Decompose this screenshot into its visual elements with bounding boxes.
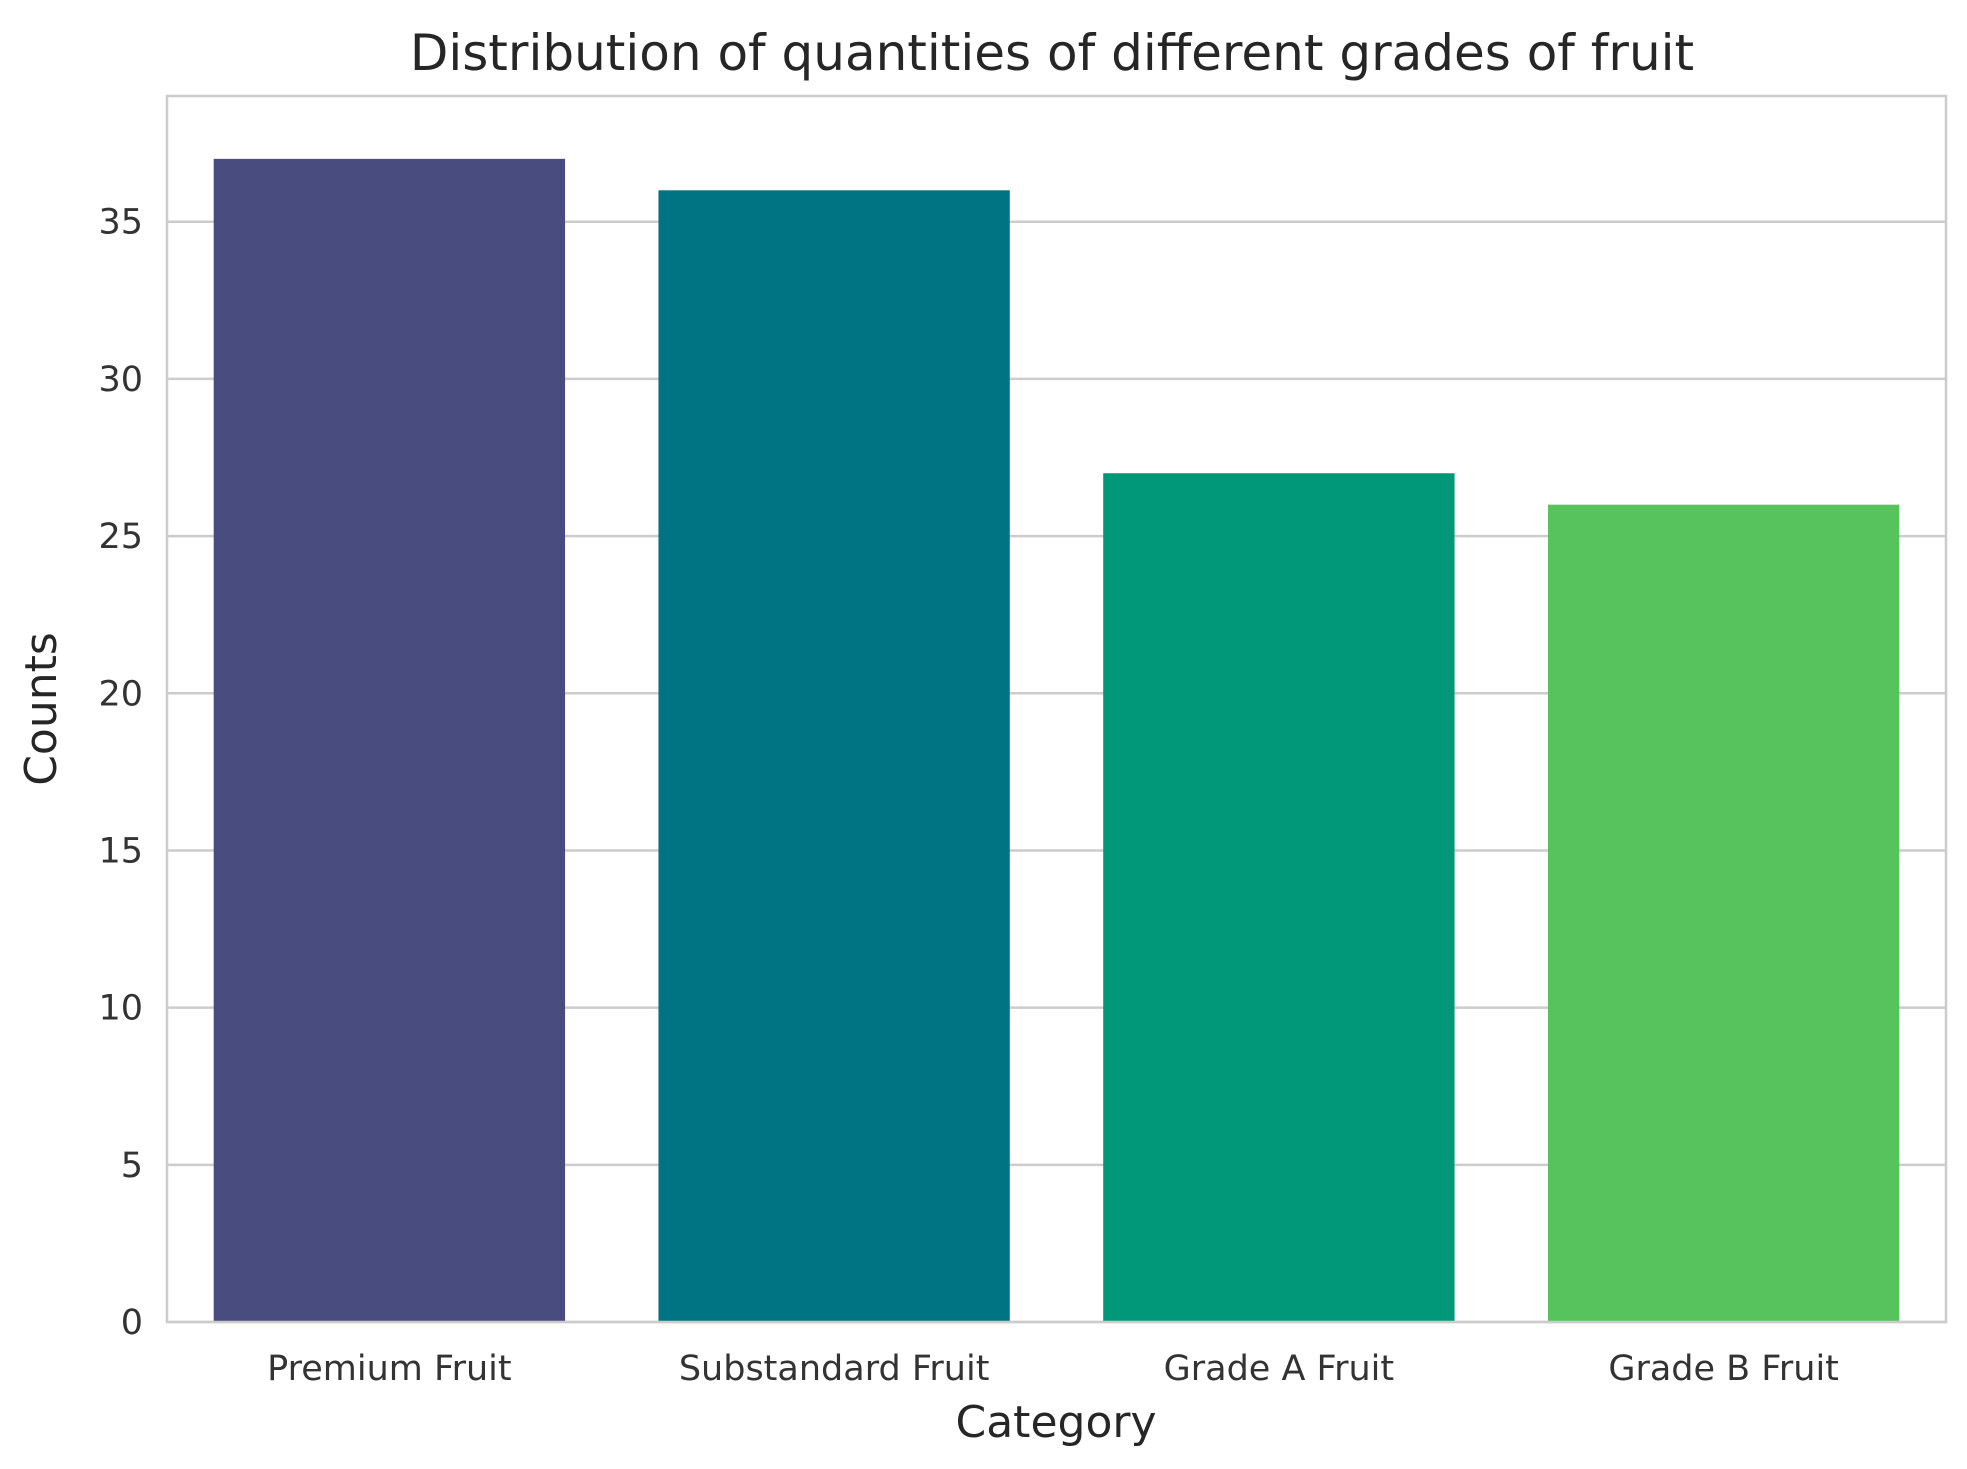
- y-tick-label: 0: [121, 1303, 143, 1343]
- bar-premium-fruit: [213, 158, 566, 1322]
- x-tick-label: Grade B Fruit: [1608, 1349, 1839, 1389]
- y-tick-label: 30: [98, 360, 143, 400]
- x-tick-label: Premium Fruit: [267, 1349, 511, 1389]
- y-tick-label: 10: [98, 989, 143, 1029]
- bars: [213, 158, 1900, 1323]
- bar-grade-b-fruit: [1547, 504, 1900, 1323]
- y-tick-label: 20: [98, 674, 143, 714]
- chart-title: Distribution of quantities of different …: [410, 24, 1694, 82]
- y-tick-label: 5: [121, 1146, 143, 1186]
- y-tick-label: 35: [98, 203, 143, 243]
- y-tick-label: 25: [98, 517, 143, 557]
- x-tick-label: Grade A Fruit: [1164, 1349, 1395, 1389]
- y-tick-labels: 0 5 10 15 20 25 30 35: [98, 203, 143, 1343]
- x-axis-label: Category: [956, 1397, 1157, 1448]
- plot-frame: [165, 94, 1948, 1324]
- y-axis-label: Counts: [16, 632, 67, 786]
- x-tick-label: Substandard Fruit: [679, 1349, 990, 1389]
- bar-grade-a-fruit: [1103, 473, 1455, 1322]
- x-tick-labels: Premium Fruit Substandard Fruit Grade A Fr…: [267, 1349, 1839, 1389]
- bar-substandard-fruit: [658, 190, 1010, 1322]
- y-tick-label: 15: [98, 831, 143, 871]
